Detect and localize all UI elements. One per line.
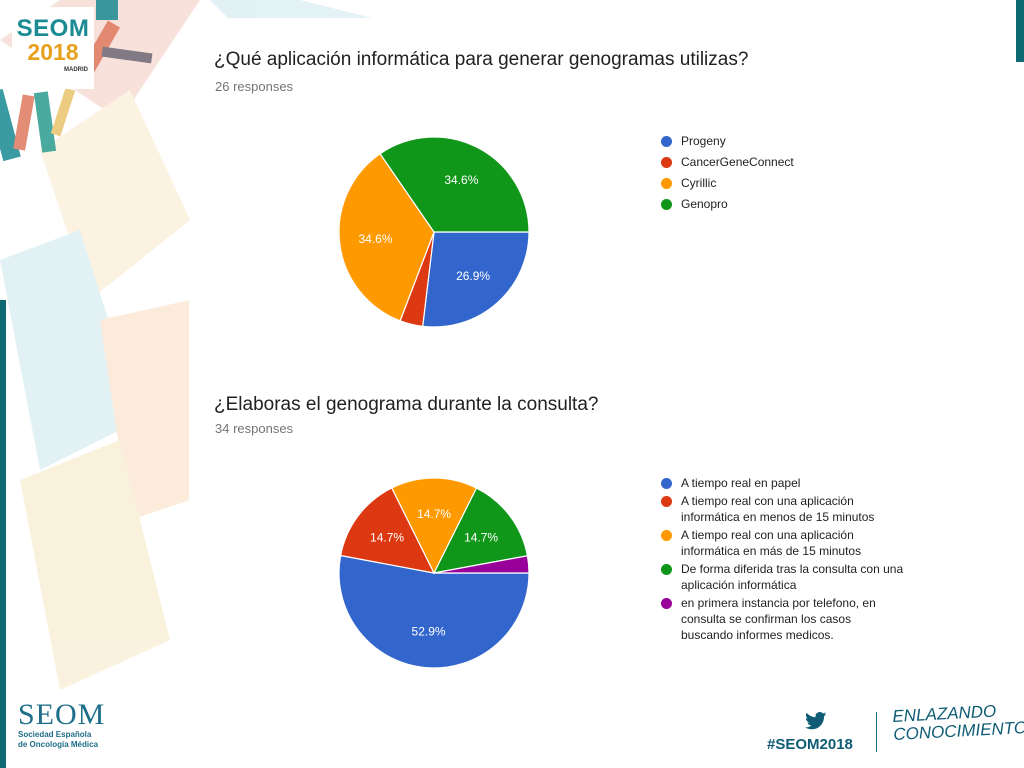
pie-slice-a-tiempo-real-con-una-aplicaci-n-inform- xyxy=(390,477,478,575)
legend-label: De forma diferida tras la consulta con u… xyxy=(681,562,904,592)
pie-slice-genopro xyxy=(379,136,530,233)
question-2-response-count: 34 responses xyxy=(215,421,294,436)
legend-label: A tiempo real con una aplicación informá… xyxy=(681,528,862,558)
legend-swatch-icon xyxy=(661,598,672,609)
seom-society-logo: SEOM Sociedad Española de Oncología Médi… xyxy=(18,700,105,750)
pie-slice-progeny xyxy=(422,231,530,328)
edge-accent xyxy=(1016,0,1024,62)
society-line-1: Sociedad Española xyxy=(18,730,92,739)
legend-swatch-icon xyxy=(661,530,672,541)
legend-swatch-icon xyxy=(661,478,672,489)
event-slogan: ENLAZANDO CONOCIMIENTO xyxy=(892,701,1024,744)
legend-applications: Progeny CancerGeneConnect Cyrillic Genopro xyxy=(661,133,906,217)
legend-label: en primera instancia por telefono, en co… xyxy=(681,596,876,642)
legend-swatch-icon xyxy=(661,496,672,507)
legend-swatch-icon xyxy=(661,157,672,168)
content-panel xyxy=(189,18,1015,705)
legend-swatch-icon xyxy=(661,564,672,575)
pie-slice-label: 34.6% xyxy=(444,173,478,187)
legend-item[interactable]: CancerGeneConnect xyxy=(661,154,906,170)
legend-swatch-icon xyxy=(661,199,672,210)
legend-label: Progeny xyxy=(681,134,726,148)
footer-divider xyxy=(876,712,877,752)
legend-label: Cyrillic xyxy=(681,176,717,190)
pie-chart-consultation: 52.9% 14.7% 14.7% 14.7% xyxy=(338,477,530,669)
pie-slice-label: 52.9% xyxy=(412,625,446,639)
logo-seom-text: SEOM xyxy=(16,15,90,42)
pie-slice-cyrillic xyxy=(338,152,435,322)
pie-slice-de-forma-diferida-tras-la-consulta-con-u xyxy=(432,487,529,574)
legend-label: CancerGeneConnect xyxy=(681,155,794,169)
society-line-2: de Oncología Médica xyxy=(18,740,99,749)
pie-slice-label: 14.7% xyxy=(370,530,404,544)
legend-item[interactable]: Genopro xyxy=(661,196,906,212)
logo-year-text: 2018 xyxy=(27,39,79,65)
legend-item[interactable]: A tiempo real en papel xyxy=(661,475,906,491)
legend-consultation: A tiempo real en papel A tiempo real con … xyxy=(661,475,906,645)
legend-label: Genopro xyxy=(681,197,728,211)
event-hashtag: #SEOM2018 xyxy=(767,736,853,753)
pie-slice-en-primera-instancia-por-telefono-en-con xyxy=(433,555,530,574)
pie-slice-a-tiempo-real-en-papel xyxy=(338,554,530,669)
legend-swatch-icon xyxy=(661,136,672,147)
legend-item[interactable]: A tiempo real con una aplicación informá… xyxy=(661,493,906,525)
legend-item[interactable]: A tiempo real con una aplicación informá… xyxy=(661,527,906,559)
legend-item[interactable]: en primera instancia por telefono, en co… xyxy=(661,595,906,643)
legend-item[interactable]: Cyrillic xyxy=(661,175,906,191)
seom-2018-logo: SEOM 2018 MADRID xyxy=(12,7,94,89)
pie-slice-label: 34.6% xyxy=(359,232,393,246)
society-name: SEOM xyxy=(18,698,106,731)
legend-item[interactable]: De forma diferida tras la consulta con u… xyxy=(661,561,906,593)
twitter-icon xyxy=(805,712,827,730)
question-2-title: ¿Elaboras el genograma durante la consul… xyxy=(214,394,599,415)
legend-label: A tiempo real en papel xyxy=(681,476,801,490)
logo-city-text: MADRID xyxy=(64,67,88,73)
question-1-response-count: 26 responses xyxy=(215,79,294,94)
pie-slice-label: 26.9% xyxy=(456,269,490,283)
legend-item[interactable]: Progeny xyxy=(661,133,906,149)
pie-chart-applications: 26.9% 34.6% 34.6% xyxy=(338,136,530,328)
pie-slice-label: 14.7% xyxy=(417,507,451,521)
legend-label: A tiempo real con una aplicación informá… xyxy=(681,494,875,524)
pie-slice-a-tiempo-real-con-una-aplicaci-n-inform- xyxy=(339,487,436,574)
question-1-title: ¿Qué aplicación informática para generar… xyxy=(214,49,749,70)
legend-swatch-icon xyxy=(661,178,672,189)
pie-slice-label: 14.7% xyxy=(464,531,498,545)
